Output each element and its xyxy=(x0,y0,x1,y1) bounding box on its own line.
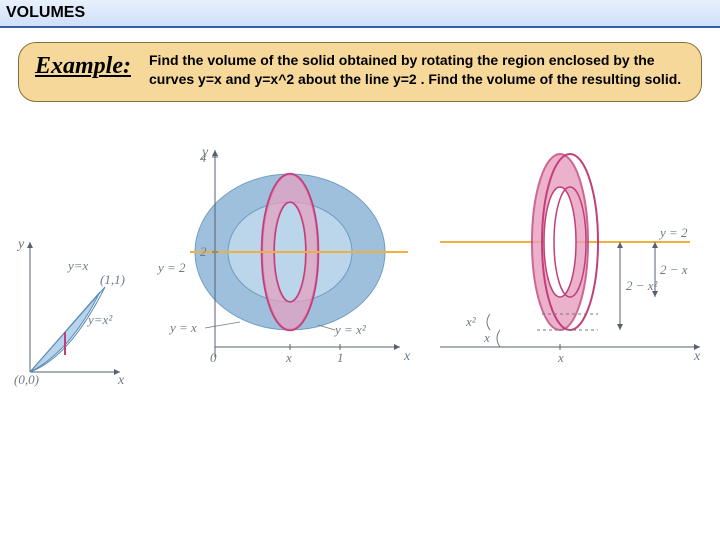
inset-y-label: y xyxy=(16,237,25,252)
inset-curve1: y=x xyxy=(66,258,89,273)
right-xbrace: x xyxy=(483,330,490,345)
right-rinner: 2 − x xyxy=(660,262,688,277)
example-text: Find the volume of the solid obtained by… xyxy=(149,51,685,89)
main-tick-x: x xyxy=(285,350,292,365)
main-yx-label: y = x xyxy=(168,320,197,335)
figures-row: y x y=x y=x² (0,0) (1,1) xyxy=(0,142,720,392)
inset-origin: (0,0) xyxy=(14,372,39,387)
header-bar: VOLUMES xyxy=(0,0,720,28)
right-x-label: x xyxy=(693,349,701,364)
main-tick-2: 2 xyxy=(200,244,207,259)
inset-x-label: x xyxy=(117,373,125,388)
main-tick-4: 4 xyxy=(200,150,207,165)
main-yx2-label: y = x² xyxy=(333,322,367,337)
figure-main: y x 4 2 0 x 1 y = 2 y = x y = x² xyxy=(140,142,420,392)
inset-curve2: y=x² xyxy=(86,312,113,327)
right-tick-x: x xyxy=(557,350,564,365)
example-box: Example: Find the volume of the solid ob… xyxy=(18,42,702,102)
main-y2-label: y = 2 xyxy=(156,260,186,275)
inset-point: (1,1) xyxy=(100,272,125,287)
right-x2brace: x² xyxy=(465,314,477,329)
page-title: VOLUMES xyxy=(6,4,85,22)
right-y2-label: y = 2 xyxy=(658,225,688,240)
figure-right: x y = 2 2 − x² 2 − x x² x x xyxy=(430,142,710,392)
main-tick-0: 0 xyxy=(210,350,217,365)
figure-inset: y x y=x y=x² (0,0) (1,1) xyxy=(10,232,130,392)
example-label: Example: xyxy=(35,53,131,80)
right-router: 2 − x² xyxy=(626,278,659,293)
main-x-label: x xyxy=(403,349,411,364)
main-tick-1: 1 xyxy=(337,350,344,365)
